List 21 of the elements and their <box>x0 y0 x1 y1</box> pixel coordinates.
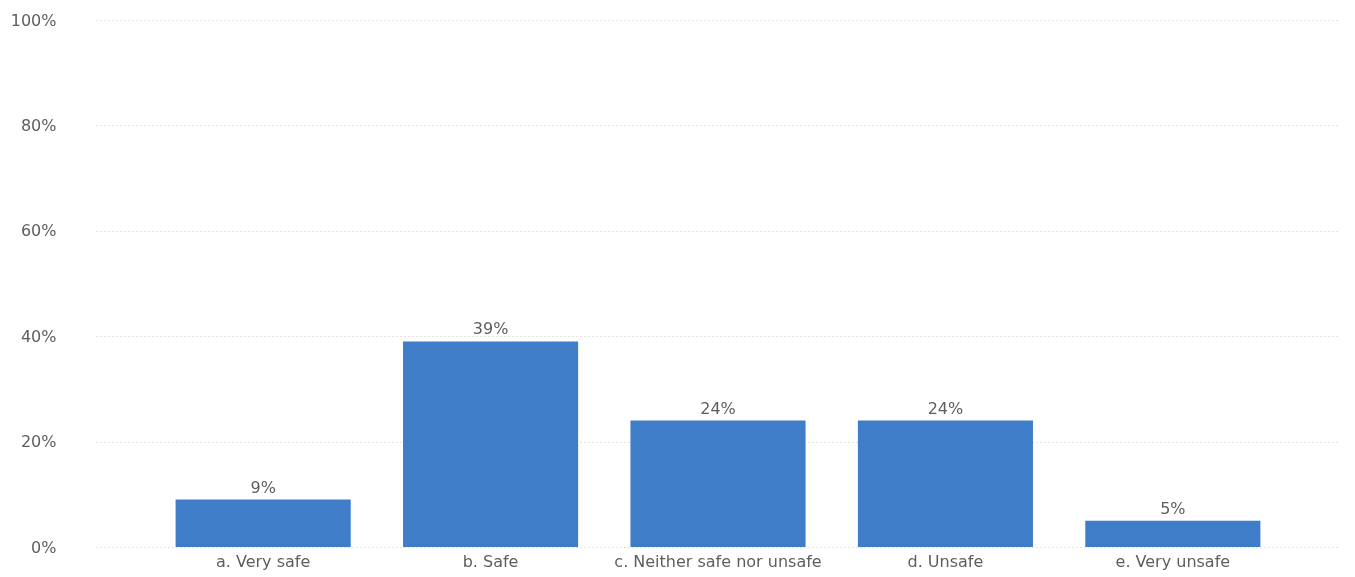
x-tick-label: e. Very unsafe <box>1115 551 1231 571</box>
data-label: 9% <box>250 477 276 497</box>
y-tick-label: 40% <box>20 326 57 346</box>
data-label: 5% <box>1160 498 1186 518</box>
y-tick-label: 80% <box>20 115 57 135</box>
bar <box>857 420 1033 547</box>
bar <box>1085 520 1261 547</box>
data-label: 39% <box>472 319 509 339</box>
y-tick-label: 60% <box>20 221 57 241</box>
y-tick-label: 100% <box>10 10 57 30</box>
bar <box>175 499 351 547</box>
bar <box>630 420 806 547</box>
bar <box>403 341 579 547</box>
data-label: 24% <box>927 398 964 418</box>
x-tick-label: c. Neither safe nor unsafe <box>614 551 822 571</box>
x-tick-label: a. Very safe <box>216 551 311 571</box>
x-tick-label: d. Unsafe <box>907 551 984 571</box>
y-tick-label: 20% <box>20 432 57 452</box>
y-tick-label: 0% <box>31 537 57 557</box>
data-label: 24% <box>700 398 736 418</box>
x-tick-label: b. Safe <box>462 551 519 571</box>
